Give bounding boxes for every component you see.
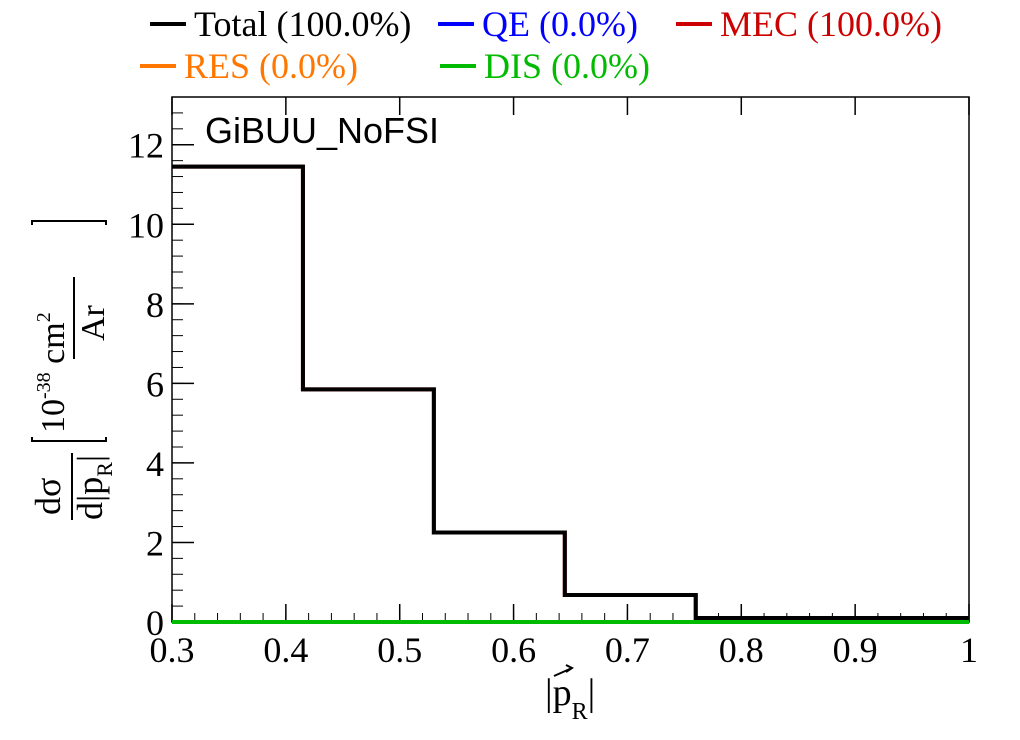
y-label-unit-num: 10-38 cm2: [33, 312, 72, 433]
x-tick-labels: 0.3 0.4 0.5 0.6 0.7 0.8 0.9 1: [150, 630, 979, 670]
x-tick-label: 0.5: [377, 630, 422, 670]
legend-item-dis: DIS (0.0%): [440, 46, 650, 86]
x-tick-label: 0.9: [833, 630, 878, 670]
x-tick-label: 0.6: [491, 630, 536, 670]
plot-frame: [171, 96, 970, 623]
y-tick-label: 2: [146, 523, 164, 563]
series-lines: [172, 164, 969, 624]
legend-item-res: RES (0.0%): [140, 46, 358, 86]
y-label-unit-exp: -38: [33, 372, 55, 399]
svg-text:|pR|: |pR|: [545, 672, 595, 725]
y-axis-label: dσ d|pR| 10-38 cm2 Ar: [28, 220, 117, 520]
legend-label-mec: MEC (100.0%): [720, 4, 942, 44]
x-tick-label: 0.3: [150, 630, 195, 670]
series-line-total: [172, 164, 969, 621]
legend-swatch-mec: [676, 22, 712, 26]
y-label-den-sub: R: [92, 462, 117, 477]
y-label-den-close: |: [70, 455, 110, 462]
legend-swatch-qe: [438, 22, 474, 26]
y-label-bracket-left: [31, 437, 107, 442]
tick-marks: [171, 96, 970, 623]
y-label-unit-cm: cm: [35, 322, 72, 372]
x-axis-label-p: p: [553, 672, 572, 714]
series-line-mec: [172, 164, 969, 621]
x-tick-label: 0.4: [263, 630, 308, 670]
y-label-bracket-right: [31, 220, 107, 225]
legend-item-total: Total (100.0%): [150, 4, 411, 44]
legend-label-dis: DIS (0.0%): [484, 46, 650, 86]
legend-label-res: RES (0.0%): [184, 46, 358, 86]
legend-swatch-res: [140, 64, 176, 68]
y-tick-label: 6: [146, 364, 164, 404]
legend-item-qe: QE (0.0%): [438, 4, 638, 44]
legend-swatch-total: [150, 22, 186, 26]
y-label-den-text: d|p: [70, 477, 110, 520]
x-axis-label-arrow-icon: [553, 664, 574, 677]
y-tick-label: 10: [128, 205, 164, 245]
legend-label-qe: QE (0.0%): [482, 4, 638, 44]
legend-label-total: Total (100.0%): [194, 4, 412, 44]
x-tick-label: 1: [960, 630, 978, 670]
x-axis-label-sub: R: [572, 699, 588, 725]
y-label-unit-pre: 10: [35, 399, 72, 433]
y-tick-labels: 0 2 4 6 8 10 12: [128, 126, 164, 643]
x-axis-label-bar-left: |: [545, 672, 553, 714]
y-tick-label: 8: [146, 285, 164, 325]
y-label-denominator: d|pR|: [70, 455, 117, 520]
annotation-label: GiBUU_NoFSI: [205, 110, 439, 151]
y-tick-label: 4: [146, 444, 164, 484]
y-tick-label: 0: [146, 603, 164, 643]
x-axis-label-bar-right: |: [588, 672, 596, 714]
y-label-unit-cm-exp: 2: [33, 312, 55, 322]
x-tick-label: 0.7: [605, 630, 650, 670]
x-axis-label: |pR|: [545, 664, 595, 725]
y-label-unit-den: Ar: [75, 304, 112, 341]
legend-item-mec: MEC (100.0%): [676, 4, 942, 44]
legend-swatch-dis: [440, 64, 476, 68]
x-tick-label: 0.8: [719, 630, 764, 670]
y-label-numerator: dσ: [28, 478, 68, 515]
y-tick-label: 12: [128, 126, 164, 166]
